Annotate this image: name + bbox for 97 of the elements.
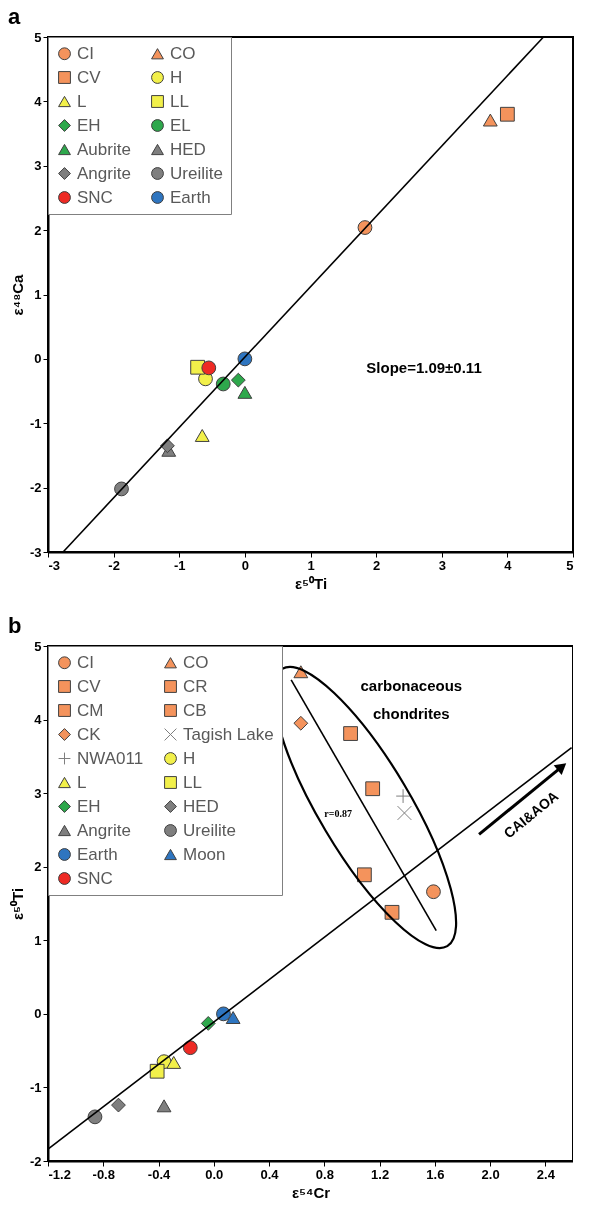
legend-label: SNC [77, 187, 113, 207]
legend-label: HED [170, 139, 206, 159]
x-tick-label: 3 [438, 557, 446, 573]
legend-label: Angrite [77, 163, 131, 183]
y-tick-label: 4 [34, 93, 43, 109]
legend-label: EH [77, 796, 101, 816]
point [111, 1097, 126, 1113]
legend-label: Moon [183, 844, 226, 864]
y-tick-label: -1 [29, 415, 42, 431]
x-tick-label: -0.8 [92, 1166, 115, 1182]
legend-label: CI [77, 43, 94, 63]
legend-label: CO [183, 652, 209, 672]
point [201, 360, 217, 376]
x-tick-label: -2 [108, 557, 120, 573]
legend-label: HED [183, 796, 219, 816]
legend-label: Ureilite [183, 820, 236, 840]
legend-label: NWA011 [77, 748, 144, 768]
point [343, 726, 358, 741]
point [397, 805, 412, 821]
point [293, 715, 309, 731]
y-tick-label: 2 [34, 222, 42, 238]
legend-label: Ureilite [170, 163, 223, 183]
point [395, 788, 411, 804]
point [230, 372, 246, 388]
x-tick-label: 4 [504, 557, 513, 573]
x-axis-title: ε⁵⁴Cr [291, 1183, 331, 1201]
x-tick-label: 1.6 [426, 1166, 445, 1182]
x-tick-label: 2.4 [536, 1166, 556, 1182]
legend-label: EL [170, 115, 191, 135]
point [194, 429, 210, 442]
y-tick-label: 0 [34, 1006, 42, 1022]
point [156, 1099, 172, 1113]
legend-label: CI [77, 652, 94, 672]
legend-label: CK [77, 724, 102, 744]
chart-title: b [8, 613, 22, 638]
point [499, 106, 515, 122]
x-tick-label: 0.8 [315, 1166, 334, 1182]
legend-label: CO [170, 43, 196, 63]
legend-label: L [77, 772, 87, 792]
y-axis-title: ε⁴⁸Ca [8, 273, 26, 316]
x-tick-label: -0.4 [147, 1166, 171, 1182]
y-tick-label: 1 [34, 932, 42, 948]
point [166, 1055, 182, 1069]
point [365, 781, 381, 797]
annotation: carbonaceous chondrites [360, 677, 463, 723]
x-tick-label: 0 [241, 557, 249, 573]
point [356, 867, 372, 883]
legend-label: H [183, 748, 196, 768]
x-tick-label: 1 [307, 557, 315, 573]
legend-label: CV [77, 676, 102, 696]
legend-label: Tagish Lake [183, 724, 274, 744]
y-tick-label: 0 [34, 351, 42, 367]
y-tick-label: 5 [34, 29, 42, 45]
x-tick-label: -1.2 [48, 1166, 71, 1182]
legend-label: Aubrite [77, 139, 131, 159]
legend-label: H [170, 67, 183, 87]
y-tick-label: 1 [34, 287, 42, 302]
point [426, 884, 441, 900]
chart-title: a [8, 4, 21, 29]
x-axis-title: ε⁵⁰Ti [294, 574, 328, 592]
legend-label: Earth [77, 844, 118, 864]
y-tick-label: 2 [34, 859, 42, 875]
x-tick-label: 2.0 [481, 1166, 500, 1182]
y-tick-label: 3 [34, 785, 42, 801]
legend-label: LL [183, 772, 202, 792]
y-tick-label: -3 [29, 544, 42, 560]
y-tick-label: 3 [34, 158, 42, 174]
x-tick-label: 2 [373, 557, 381, 573]
annotation: Slope=1.09±0.11 [366, 358, 482, 376]
legend-label: CM [77, 700, 104, 720]
point [149, 1063, 165, 1079]
y-tick-label: -2 [29, 1153, 42, 1169]
point [482, 113, 498, 127]
legend-label: CV [77, 67, 102, 87]
x-tick-label: 0.0 [205, 1166, 224, 1182]
legend-label: Angrite [77, 820, 131, 840]
y-axis-title: ε⁵⁰Ti [8, 887, 26, 921]
legend-label: L [77, 91, 87, 111]
x-tick-label: 5 [566, 557, 574, 573]
x-tick-label: -3 [48, 557, 61, 573]
legend-label: LL [170, 91, 189, 111]
annotation: r=0.87 [324, 807, 352, 819]
y-tick-label: -2 [29, 480, 42, 496]
y-tick-label: 5 [34, 638, 42, 654]
y-tick-label: 4 [34, 712, 43, 728]
point [237, 385, 253, 399]
x-tick-label: 1.2 [371, 1166, 390, 1182]
legend-label: CB [183, 700, 207, 720]
x-tick-label: 0.4 [260, 1166, 280, 1182]
point [182, 1040, 198, 1056]
legend-label: Earth [170, 187, 211, 207]
y-tick-label: -1 [29, 1079, 42, 1095]
legend-label: CR [183, 676, 208, 696]
legend-label: SNC [77, 868, 113, 888]
point [225, 1011, 241, 1024]
legend-label: EH [77, 115, 101, 135]
x-tick-label: -1 [173, 557, 186, 573]
